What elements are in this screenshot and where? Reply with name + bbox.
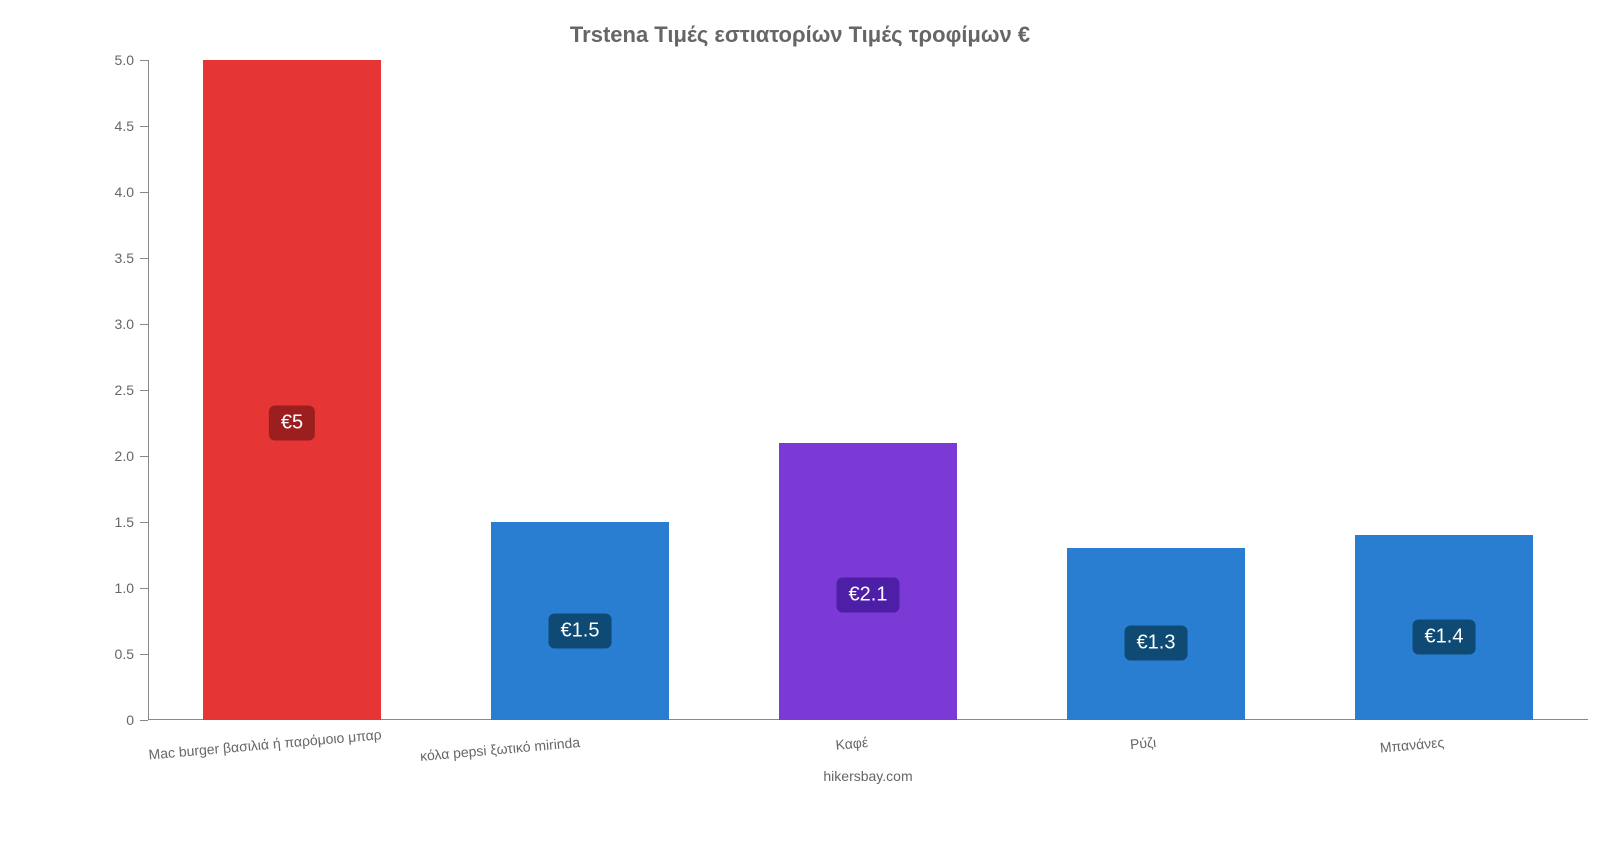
y-tick-label: 3.0	[74, 316, 134, 332]
chart-credit: hikersbay.com	[148, 768, 1588, 784]
y-tick-label: 2.0	[74, 448, 134, 464]
bar-value-label: €2.1	[837, 578, 900, 613]
y-tick-mark	[140, 522, 148, 523]
y-tick-mark	[140, 390, 148, 391]
chart-title: Trstena Τιμές εστιατορίων Τιμές τροφίμων…	[0, 22, 1600, 48]
y-tick-label: 1.0	[74, 580, 134, 596]
y-tick-label: 2.5	[74, 382, 134, 398]
y-tick-label: 0	[74, 712, 134, 728]
y-tick-mark	[140, 192, 148, 193]
y-tick-label: 4.0	[74, 184, 134, 200]
y-tick-mark	[140, 456, 148, 457]
y-tick-mark	[140, 324, 148, 325]
bar-value-label: €5	[269, 406, 315, 441]
y-tick-label: 0.5	[74, 646, 134, 662]
y-tick-mark	[140, 588, 148, 589]
bar	[203, 60, 382, 720]
y-tick-mark	[140, 126, 148, 127]
y-tick-mark	[140, 258, 148, 259]
y-tick-mark	[140, 60, 148, 61]
y-axis-line	[148, 60, 149, 720]
y-tick-label: 5.0	[74, 52, 134, 68]
bar-value-label: €1.5	[549, 613, 612, 648]
x-category-label: Mac burger βασιλιά ή παρόμοιο μπαρ	[148, 734, 293, 762]
y-tick-label: 4.5	[74, 118, 134, 134]
y-tick-label: 1.5	[74, 514, 134, 530]
price-bar-chart: Trstena Τιμές εστιατορίων Τιμές τροφίμων…	[0, 0, 1600, 800]
bar-value-label: €1.4	[1413, 619, 1476, 654]
bar-value-label: €1.3	[1125, 625, 1188, 660]
y-tick-mark	[140, 654, 148, 655]
y-tick-label: 3.5	[74, 250, 134, 266]
plot-area: 00.51.01.52.02.53.03.54.04.55.0€5Mac bur…	[148, 60, 1588, 720]
y-tick-mark	[140, 720, 148, 721]
